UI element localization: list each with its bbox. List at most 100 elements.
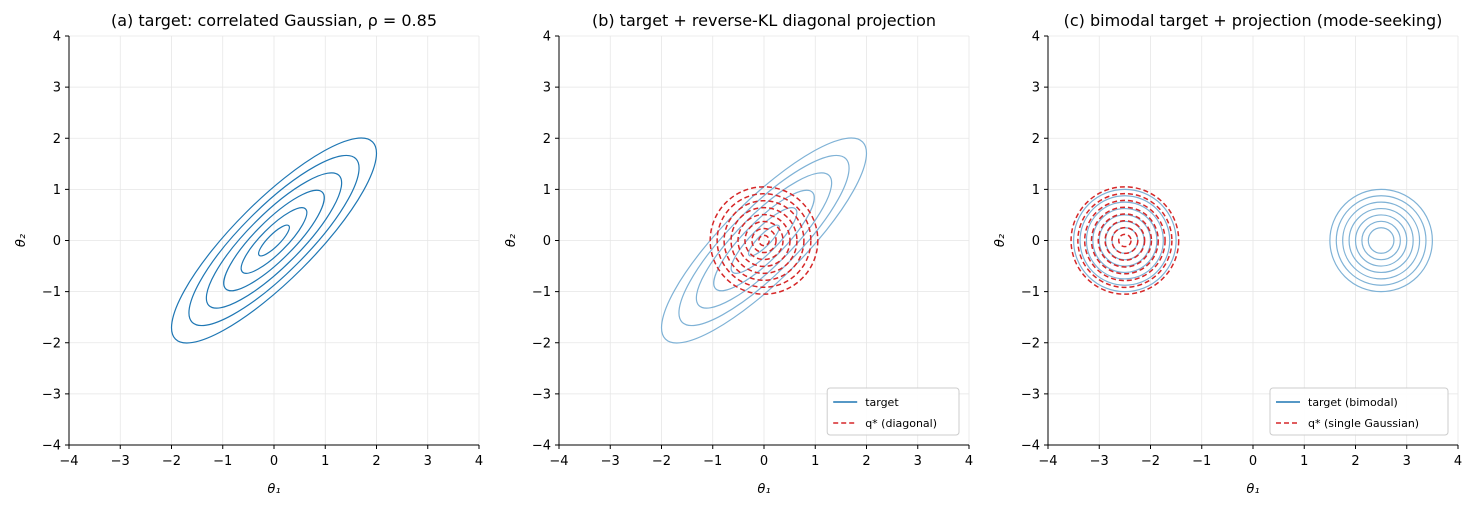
x-tick-label: −2 bbox=[1141, 454, 1160, 469]
x-tick-label: −1 bbox=[703, 454, 722, 469]
projection-contour bbox=[1117, 233, 1132, 248]
panel-c: −4 −3 −2 −1 0 1 2 3 4 −4 −3 −2 −1 0 1 2 3 4 (c) bimodal ta… bbox=[993, 11, 1462, 497]
y-tick-label: 3 bbox=[543, 81, 551, 96]
y-tick-label: −3 bbox=[1021, 387, 1040, 402]
y-tick-label: 2 bbox=[543, 132, 551, 147]
x-tick-label: 4 bbox=[965, 454, 973, 469]
projection-contour bbox=[1070, 186, 1180, 295]
x-tick-label: 0 bbox=[270, 454, 278, 469]
projection-contour bbox=[730, 206, 798, 275]
target-contour bbox=[240, 207, 308, 274]
y-axis-label: θ₂ bbox=[504, 234, 519, 247]
target-contour bbox=[223, 189, 325, 292]
legend-label: q* (diagonal) bbox=[865, 417, 937, 430]
target-contour-mode-1 bbox=[1073, 188, 1177, 293]
x-tick-label: −1 bbox=[213, 454, 232, 469]
y-tick-label: 4 bbox=[53, 30, 61, 45]
y-tick-label: −1 bbox=[42, 285, 61, 300]
legend: target (bimodal) q* (single Gaussian) bbox=[1269, 387, 1449, 436]
x-tick-label: 3 bbox=[914, 454, 922, 469]
y-tick-label: 2 bbox=[1032, 132, 1040, 147]
legend-label: target (bimodal) bbox=[1308, 396, 1398, 409]
y-tick-label: 4 bbox=[1032, 30, 1040, 45]
x-tick-label: 0 bbox=[760, 454, 768, 469]
target-contour-mode-2 bbox=[1354, 214, 1408, 267]
x-tick-label: −2 bbox=[162, 454, 181, 469]
projection-contour bbox=[737, 213, 791, 268]
y-tick-label: 1 bbox=[53, 183, 61, 198]
x-tick-label: −1 bbox=[1192, 454, 1211, 469]
grid bbox=[68, 35, 480, 446]
target-contour bbox=[188, 154, 360, 327]
x-tick-label: 4 bbox=[475, 454, 483, 469]
target-contour-mode-2 bbox=[1335, 195, 1427, 286]
x-tick-label: 2 bbox=[372, 454, 380, 469]
target-contour bbox=[205, 172, 343, 309]
x-tick-label: 0 bbox=[1249, 454, 1257, 469]
y-tick-label: −4 bbox=[1021, 439, 1040, 454]
x-axis-label: θ₁ bbox=[267, 482, 280, 497]
chart-title: (a) target: correlated Gaussian, ρ = 0.8… bbox=[111, 11, 437, 30]
x-tick-label: 1 bbox=[321, 454, 329, 469]
target-contour-mode-1 bbox=[1092, 207, 1158, 274]
projection-contour bbox=[1111, 226, 1139, 255]
projection-contour bbox=[1104, 220, 1146, 261]
x-tick-label: −3 bbox=[111, 454, 130, 469]
projection-contour bbox=[1083, 199, 1166, 282]
y-tick-label: −2 bbox=[1021, 336, 1040, 351]
x-tick-label: 1 bbox=[811, 454, 819, 469]
projection-contour bbox=[1097, 213, 1153, 268]
y-tick-label: −3 bbox=[532, 387, 551, 402]
projection-contour bbox=[1090, 206, 1160, 275]
projection-contour bbox=[1077, 192, 1173, 289]
y-tick-label: −2 bbox=[532, 336, 551, 351]
legend: target q* (diagonal) bbox=[826, 387, 960, 436]
y-tick-label: 4 bbox=[543, 30, 551, 45]
target-contour-mode-2 bbox=[1367, 227, 1395, 254]
x-tick-label: 1 bbox=[1300, 454, 1308, 469]
x-tick-label: 3 bbox=[1403, 454, 1411, 469]
x-tick-label: 3 bbox=[424, 454, 432, 469]
projection-contour bbox=[758, 234, 770, 247]
x-tick-label: 2 bbox=[862, 454, 870, 469]
x-tick-label: −4 bbox=[1038, 454, 1057, 469]
y-axis-label: θ₂ bbox=[993, 234, 1008, 247]
y-tick-label: 0 bbox=[53, 234, 61, 249]
grid bbox=[1047, 35, 1459, 446]
y-tick-label: −1 bbox=[532, 285, 551, 300]
legend-label: target bbox=[865, 396, 899, 409]
legend-box bbox=[826, 387, 960, 436]
x-tick-label: −4 bbox=[549, 454, 568, 469]
projection-contour bbox=[709, 186, 819, 295]
y-tick-label: 1 bbox=[1032, 183, 1040, 198]
grid bbox=[558, 35, 970, 446]
x-tick-label: 2 bbox=[1351, 454, 1359, 469]
y-tick-label: −1 bbox=[1021, 285, 1040, 300]
chart-title: (b) target + reverse-KL diagonal project… bbox=[592, 11, 936, 30]
y-tick-label: 1 bbox=[543, 183, 551, 198]
projection-contour bbox=[744, 220, 784, 261]
y-tick-label: 3 bbox=[53, 81, 61, 96]
x-axis-label: θ₁ bbox=[757, 482, 770, 497]
projection-contour bbox=[751, 227, 777, 254]
legend-box bbox=[1269, 387, 1449, 436]
target-contour-mode-2 bbox=[1329, 188, 1433, 293]
target-contour-mode-2 bbox=[1361, 220, 1401, 261]
target-contour-mode-2 bbox=[1342, 201, 1421, 280]
y-tick-label: 0 bbox=[1032, 234, 1040, 249]
y-tick-label: 0 bbox=[543, 234, 551, 249]
target-contour-mode-1 bbox=[1079, 195, 1171, 286]
x-tick-label: −3 bbox=[601, 454, 620, 469]
x-tick-label: 4 bbox=[1454, 454, 1462, 469]
target-contour bbox=[748, 224, 780, 257]
target-contour-mode-2 bbox=[1348, 207, 1414, 274]
target-contour-mode-1 bbox=[1098, 214, 1152, 267]
y-tick-label: −3 bbox=[42, 387, 61, 402]
y-tick-label: 2 bbox=[53, 132, 61, 147]
legend-label: q* (single Gaussian) bbox=[1308, 417, 1419, 430]
plot-area bbox=[170, 137, 378, 344]
panel-a: −4 −3 −2 −1 0 1 2 3 4 −4 −3 −2 −1 0 1 2 3 4 (a) target: co… bbox=[14, 11, 483, 497]
x-axis-label: θ₁ bbox=[1246, 482, 1259, 497]
target-contour-mode-1 bbox=[1085, 201, 1164, 280]
